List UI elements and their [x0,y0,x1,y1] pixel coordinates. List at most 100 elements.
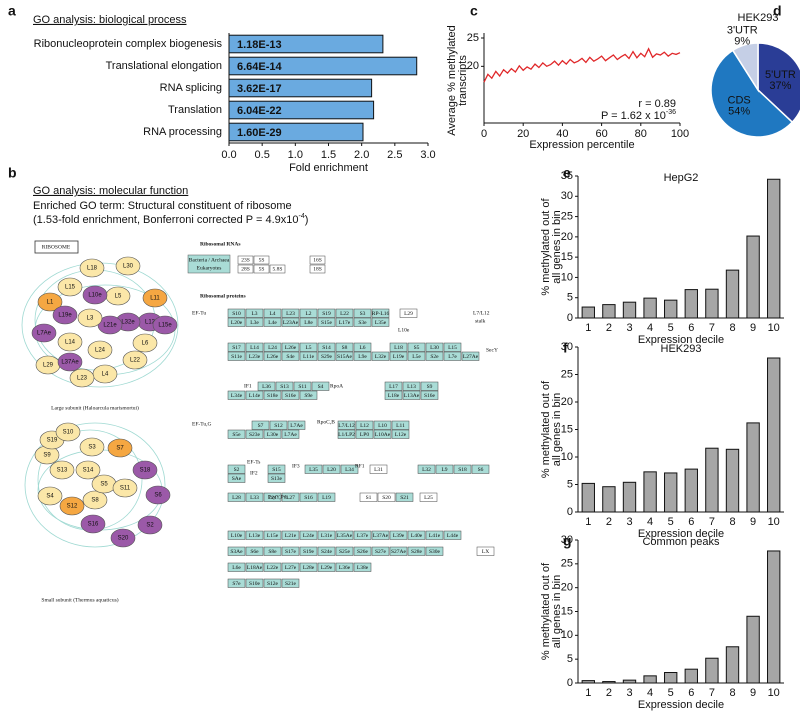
protein-box [453,464,472,474]
rrna-box [237,264,254,274]
protein-box [373,429,392,439]
protein-box [353,546,372,556]
protein-box [227,492,246,502]
y-axis-label: transcripts [457,55,469,106]
protein-box [281,308,300,318]
protein-label: L2 [305,311,311,317]
x-tick-label: 5 [668,516,674,528]
protein-box [399,308,418,318]
protein-label: S9e [304,393,313,399]
x-axis-label: Expression decile [638,528,724,540]
map-annotation: SecY [486,347,498,353]
x-tick-label: 1 [585,516,591,528]
protein-label: L20 [327,467,336,473]
protein-blob-label: S5 [100,482,108,488]
protein-box [245,317,264,327]
protein-label: L12e [395,432,407,438]
bar [643,297,657,319]
protein-label: L3e [250,320,259,326]
protein-box [443,530,462,540]
y-axis-label: % methylated out of [540,380,552,478]
bar [767,550,781,684]
protein-label: S15 [272,467,281,473]
protein-blob [79,258,105,278]
protein-box [389,351,408,361]
x-tick-label: 60 [595,128,607,140]
protein-box [227,342,246,352]
protein-box [371,317,390,327]
bar [581,482,595,513]
protein-label: L10 [378,423,387,429]
x-tick-label: 10 [768,322,780,334]
protein-blob-label: L4 [102,372,109,378]
bar [602,681,616,684]
protein-blob-label: L24 [95,348,106,354]
protein-box [281,390,300,400]
protein-blob-label: L15 [65,285,76,291]
y-tick-label: 0 [567,312,573,324]
rrna-label: 28S [241,267,250,273]
protein-box [281,429,300,439]
rrna-label: 5S [259,258,265,264]
protein-blob-label: L21e [103,323,117,329]
protein-blob-label: L18 [87,266,98,272]
protein-label: S2 [234,467,240,473]
protein-blob [59,496,85,516]
protein-label: S16e [285,393,297,399]
category-label: Ribonucleoprotein complex biogenesis [34,38,223,50]
protein-blob [69,368,95,388]
panel-label: e [563,165,571,181]
rrna-box [309,255,326,265]
map-annotation: RpoC,B [317,419,335,425]
bar [746,422,760,513]
protein-box [245,530,264,540]
x-tick-label: 40 [556,128,568,140]
bar [767,357,781,513]
chart-title: HEK293 [661,343,702,355]
protein-label: S6e [250,549,259,555]
protein-box [275,381,294,391]
protein-blob [57,332,83,352]
protein-label: L23 [286,311,295,317]
x-tick-label: 7 [709,516,715,528]
protein-box [299,530,318,540]
protein-blob [152,315,178,335]
x-tick-label: 9 [750,516,756,528]
protein-box [425,546,444,556]
map-annotation: EF-Tu [192,310,206,316]
protein-box [389,530,408,540]
map-annotation: EF-Tu,G [192,421,212,427]
protein-label: L8e [304,320,313,326]
protein-label: L9 [441,467,447,473]
protein-label: L25 [424,495,433,501]
bar [746,235,760,319]
protein-label: L26e [285,345,297,351]
protein-label: S18 [458,467,467,473]
protein-label: LP0 [360,432,369,438]
x-tick-label: 5 [668,687,674,699]
panel-label: b [8,165,17,181]
rrna-key: Bacteria / Archaea [189,257,230,263]
protein-label: L23Ae [283,320,299,326]
protein-box [263,390,282,400]
protein-blob [31,323,57,343]
protein-label: L36e [339,565,351,571]
protein-box [299,562,318,572]
protein-label: L20e [231,320,243,326]
protein-box [227,562,246,572]
protein-label: S24e [321,549,333,555]
protein-box [317,562,336,572]
protein-box [443,342,462,352]
slice-label: CDS [728,94,751,106]
protein-label: S7e [232,581,241,587]
bar [767,178,781,319]
x-tick-label: 3.0 [420,149,435,161]
protein-box [373,420,392,430]
protein-blob [82,490,108,510]
protein-label: S11 [298,384,307,390]
bar [725,646,740,684]
x-tick-label: 1 [585,322,591,334]
protein-box [384,381,403,391]
protein-box [389,342,408,352]
